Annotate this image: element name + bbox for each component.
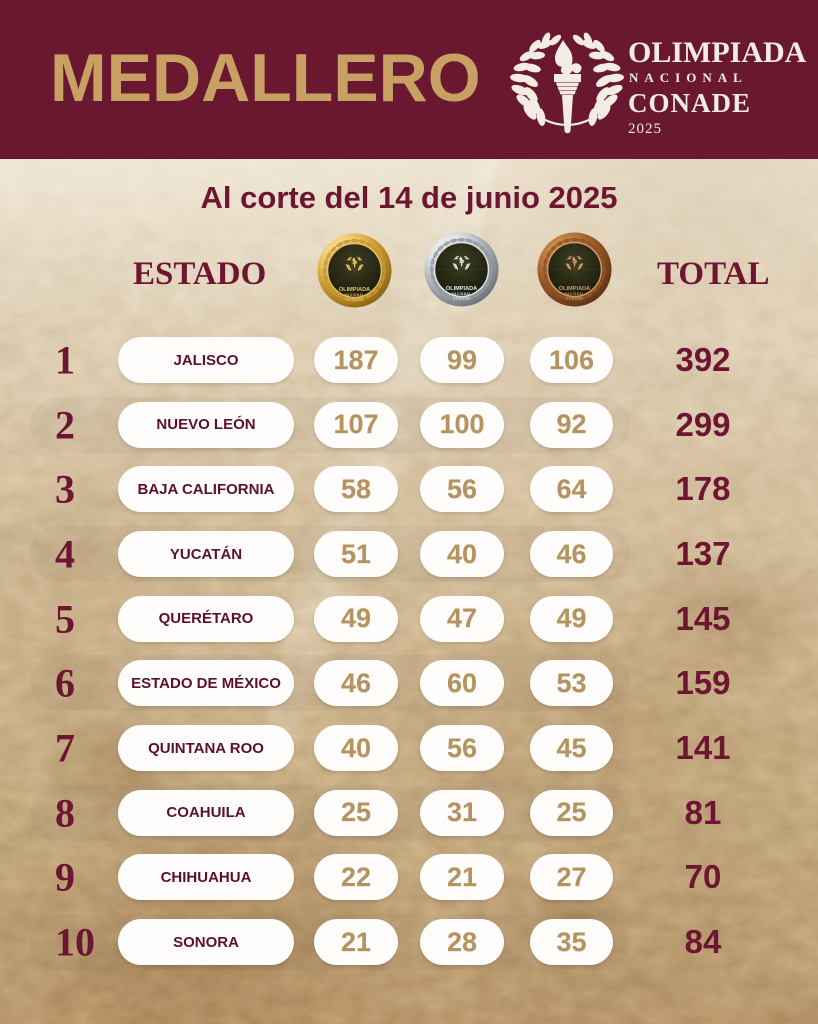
- svg-text:CONADE: CONADE: [566, 297, 583, 301]
- svg-text:NACIONAL: NACIONAL: [564, 292, 584, 296]
- svg-text:CONADE: CONADE: [453, 297, 470, 301]
- svg-text:NACIONAL: NACIONAL: [344, 293, 364, 297]
- svg-text:NACIONAL: NACIONAL: [451, 292, 471, 296]
- svg-text:CONADE: CONADE: [346, 298, 363, 302]
